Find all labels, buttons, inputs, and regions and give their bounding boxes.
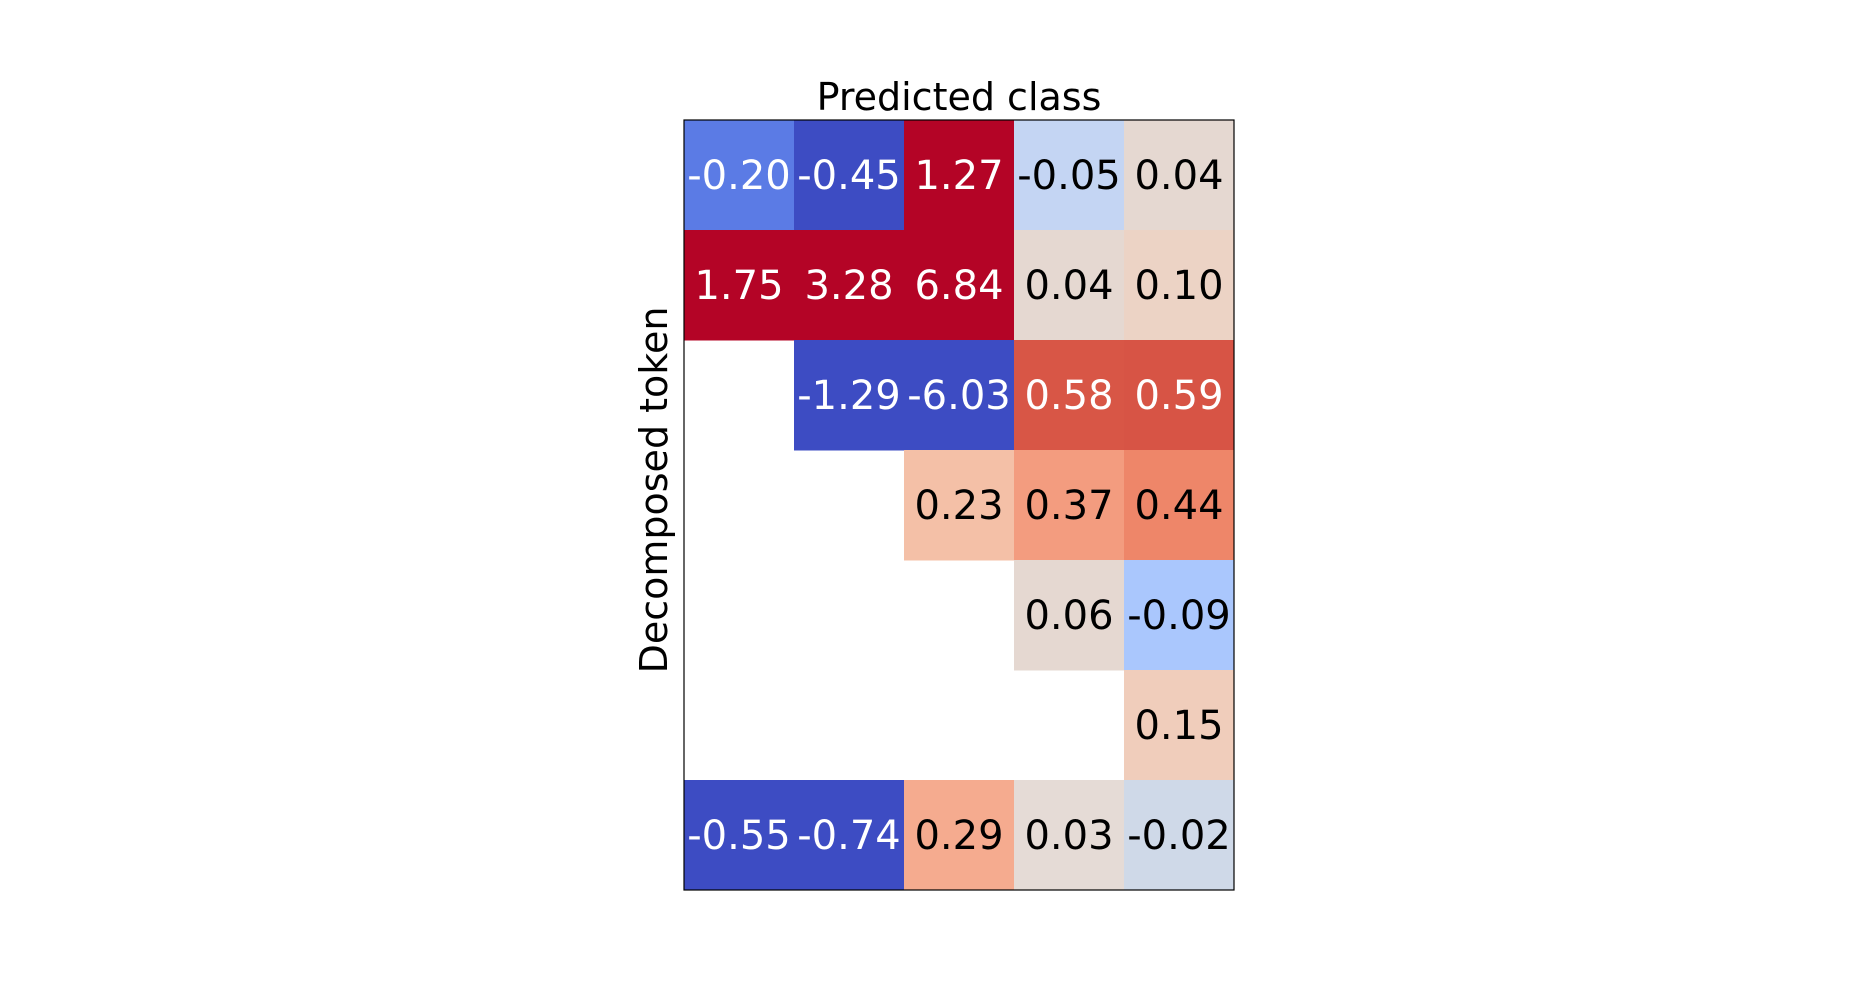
cell-value-label: -0.05 bbox=[1017, 153, 1121, 199]
cell-value-label: 3.28 bbox=[804, 263, 893, 309]
heatmap-cell-r0-c4 bbox=[1124, 120, 1235, 231]
heatmap-cell-r1-c2 bbox=[904, 230, 1015, 341]
plot-frame bbox=[683, 119, 1235, 891]
cell-value-label: 0.04 bbox=[1024, 263, 1113, 309]
cell-value-label: 0.59 bbox=[1134, 373, 1223, 419]
heatmap-cell-r2-c1 bbox=[794, 340, 905, 451]
cell-value-label: 0.58 bbox=[1024, 373, 1113, 419]
cell-value-label: 0.10 bbox=[1134, 263, 1223, 309]
cell-value-label: -6.03 bbox=[907, 373, 1011, 419]
cell-value-label: -0.45 bbox=[797, 153, 901, 199]
cell-value-label: 1.27 bbox=[914, 153, 1003, 199]
heatmap-cell-r2-c3 bbox=[1014, 340, 1125, 451]
heatmap-cell-r0-c2 bbox=[904, 120, 1015, 231]
x-axis-label: Predicted class bbox=[817, 75, 1102, 119]
cell-value-label: 0.06 bbox=[1024, 593, 1113, 639]
heatmap-cell-r4-c4 bbox=[1124, 560, 1235, 671]
cell-value-label: 0.29 bbox=[914, 813, 1003, 859]
cell-value-label: -0.09 bbox=[1127, 593, 1231, 639]
heatmap-cell-r6-c3 bbox=[1014, 780, 1125, 891]
heatmap-cell-r0-c3 bbox=[1014, 120, 1125, 231]
cell-value-label: -0.55 bbox=[687, 813, 791, 859]
heatmap-cell-r3-c4 bbox=[1124, 450, 1235, 561]
heatmap-cell-r1-c3 bbox=[1014, 230, 1125, 341]
heatmap-cell-r3-c3 bbox=[1014, 450, 1125, 561]
heatmap-cell-labels: -0.20 -0.45 1.27 -0.05 0.04 1.75 3.28 6.84 0.04 0… bbox=[687, 153, 1231, 859]
cell-value-label: -0.74 bbox=[797, 813, 901, 859]
cell-value-label: 1.75 bbox=[694, 263, 783, 309]
heatmap-cell-r0-c1 bbox=[794, 120, 905, 231]
cell-value-label: 0.44 bbox=[1134, 483, 1223, 529]
heatmap-cell-r1-c0 bbox=[684, 230, 795, 341]
heatmap-cell-r5-c4 bbox=[1124, 670, 1235, 781]
y-axis-label: Decomposed token bbox=[632, 307, 676, 674]
heatmap-cell-r3-c2 bbox=[904, 450, 1015, 561]
heatmap-cell-r0-c0 bbox=[684, 120, 795, 231]
cell-value-label: 6.84 bbox=[914, 263, 1003, 309]
heatmap-cell-r6-c4 bbox=[1124, 780, 1235, 891]
heatmap-cell-r1-c4 bbox=[1124, 230, 1235, 341]
cell-value-label: 0.37 bbox=[1024, 483, 1113, 529]
cell-value-label: -1.29 bbox=[797, 373, 901, 419]
cell-value-label: 0.23 bbox=[914, 483, 1003, 529]
cell-value-label: 0.04 bbox=[1134, 153, 1223, 199]
heatmap-cell-r2-c2 bbox=[904, 340, 1015, 451]
heatmap-cell-r6-c1 bbox=[794, 780, 905, 891]
heatmap-cells bbox=[684, 120, 1235, 891]
heatmap-cell-r6-c0 bbox=[684, 780, 795, 891]
cell-value-label: -0.20 bbox=[687, 153, 791, 199]
heatmap-cell-r6-c2 bbox=[904, 780, 1015, 891]
cell-value-label: 0.03 bbox=[1024, 813, 1113, 859]
heatmap-cell-r4-c3 bbox=[1014, 560, 1125, 671]
heatmap-cell-r2-c4 bbox=[1124, 340, 1235, 451]
heatmap-cell-r1-c1 bbox=[794, 230, 905, 341]
cell-value-label: 0.15 bbox=[1134, 703, 1223, 749]
cell-value-label: -0.02 bbox=[1127, 813, 1231, 859]
